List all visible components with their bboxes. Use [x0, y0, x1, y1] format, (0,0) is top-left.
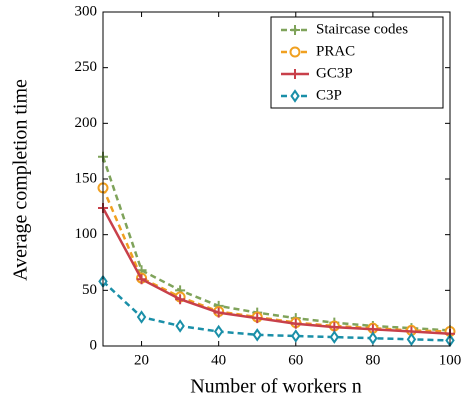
series-line [101, 187, 451, 333]
y-tick-label: 100 [75, 226, 98, 242]
data-point [175, 294, 186, 305]
y-tick-label: 300 [75, 3, 98, 19]
x-tick-label: 80 [365, 352, 380, 368]
x-tick-label: 40 [211, 352, 226, 368]
legend-marker [290, 69, 300, 79]
legend-marker [290, 89, 300, 103]
legend-marker [289, 46, 301, 58]
legend-marker [290, 25, 300, 35]
legend-label: C3P [316, 87, 342, 103]
data-point [252, 328, 262, 342]
x-axis-label: Number of workers n [190, 376, 362, 398]
y-tick-label: 200 [75, 115, 98, 131]
data-point [136, 310, 147, 324]
data-point [136, 274, 147, 285]
data-point [213, 307, 224, 318]
data-point [291, 329, 301, 343]
y-tick-label: 0 [90, 337, 98, 353]
legend: Staircase codes PRAC GC3P C3P [270, 16, 444, 109]
y-axis-label: Average completion time [10, 79, 32, 281]
data-point [329, 330, 340, 344]
data-point [406, 332, 417, 347]
legend-label: PRAC [316, 43, 355, 59]
y-tick-label: 250 [75, 59, 98, 75]
x-tick-label: 60 [288, 352, 303, 368]
x-tick-label: 20 [134, 352, 149, 368]
data-point [368, 331, 378, 345]
legend-box [270, 16, 444, 109]
data-point [175, 319, 185, 333]
data-point [213, 324, 224, 339]
series-line [101, 156, 451, 332]
data-point [290, 318, 301, 329]
series-line [101, 207, 451, 336]
plot-frame [102, 11, 451, 347]
data-point [252, 313, 263, 324]
y-tick-label: 150 [75, 170, 98, 186]
legend-label: Staircase codes [316, 21, 408, 37]
legend-label: GC3P [316, 65, 353, 81]
series-line [102, 280, 451, 342]
x-tick-label: 100 [439, 352, 462, 368]
y-tick-label: 50 [82, 282, 97, 298]
